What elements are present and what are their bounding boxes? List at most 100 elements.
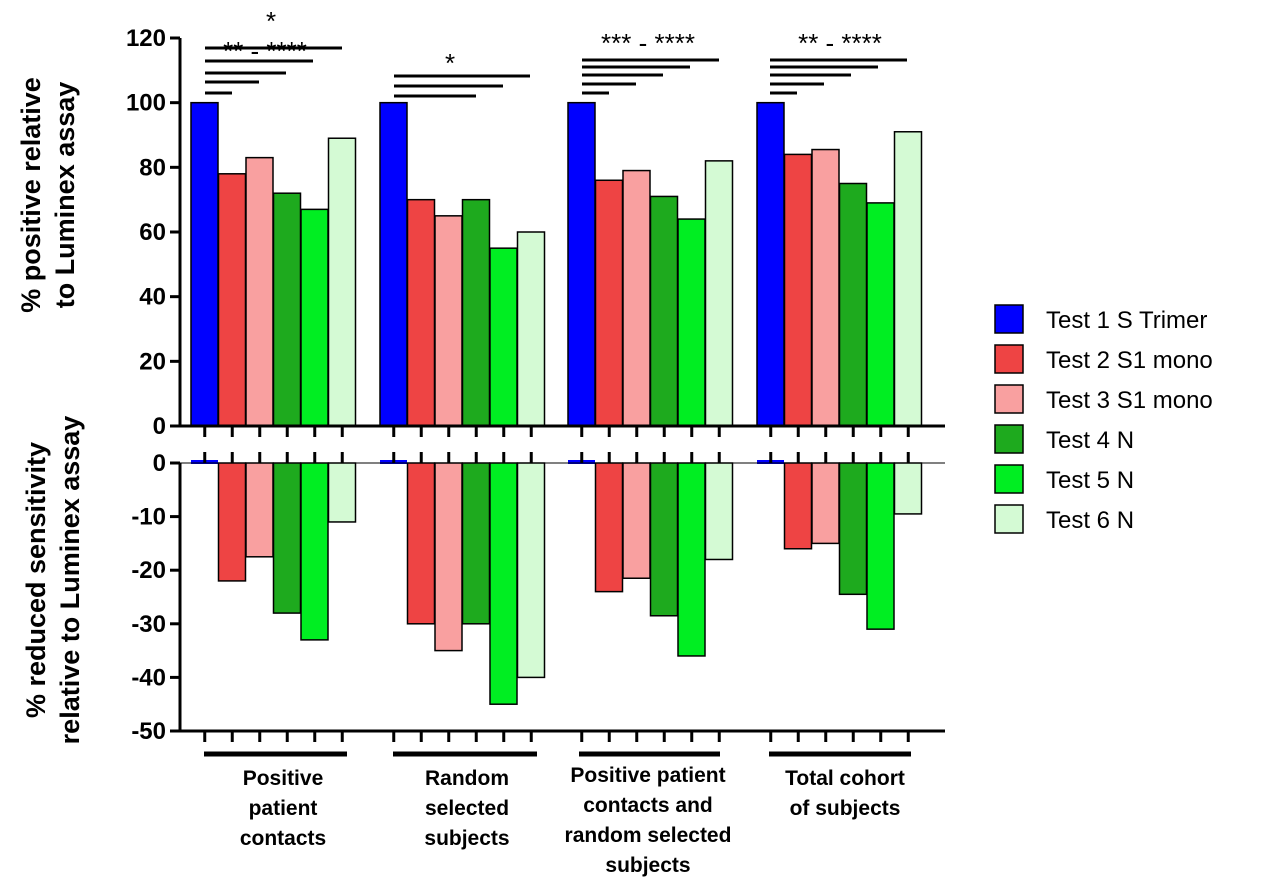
legend-label: Test 5 N: [1046, 467, 1134, 494]
legend-label: Test 4 N: [1046, 427, 1134, 454]
bar-bottom-s2-g4: [783, 462, 813, 550]
bar-top-s1-g2: [379, 101, 408, 427]
bar-top-s5-g4: [866, 202, 895, 427]
bar-bottom-s2-g3: [594, 462, 624, 593]
category-label-3: Positive patient contacts and random selec…: [565, 764, 732, 877]
bar-bottom-s5-g4: [866, 462, 895, 630]
category-label-1: Positive patient contacts: [240, 767, 326, 850]
bottom-panel: 0 -10 -20 -30 -40 -50 % reduced sensitivity rel…: [21, 416, 945, 877]
bar-top-s1-g3: [567, 101, 596, 427]
top-y-tick-label: 120: [126, 25, 166, 52]
bar-bottom-s6-g3: [704, 462, 734, 561]
bottom-y-tick-label: -30: [131, 611, 166, 638]
top-y-axis-label: % positive relative to Luminex assay: [16, 77, 80, 313]
category-label-line: random selected: [565, 824, 732, 847]
bottom-y-tick-label: 0: [153, 450, 166, 477]
bar-bottom-s5-g2: [489, 462, 518, 705]
bottom-y-tick-label: -50: [131, 718, 166, 745]
significance-label: ** - ****: [223, 36, 307, 66]
bar-bottom-s3-g3: [622, 462, 651, 579]
bar-bottom-s3-g4: [811, 462, 840, 545]
significance-label: *: [266, 6, 276, 36]
bottom-y-tick-label: -20: [131, 557, 166, 584]
bar-top-s2-g1: [217, 173, 247, 427]
bar-top-s5-g2: [489, 247, 518, 427]
top-y-axis-label-line: % positive relative: [16, 77, 46, 313]
bar-top-s6-g1: [327, 137, 357, 427]
bar-bottom-s2-g2: [406, 462, 436, 625]
top-y-tick-label: 40: [139, 284, 166, 311]
top-panel: 0 20 40 60 80 100 120 % positive relative to Lum…: [16, 6, 945, 440]
bar-bottom-s2-g1: [217, 462, 247, 582]
bar-top-s2-g2: [406, 198, 436, 427]
bar-top-s4-g4: [838, 182, 868, 427]
category-label-line: Positive: [243, 767, 324, 790]
bar-bottom-s4-g4: [838, 462, 868, 596]
bar-top-s6-g2: [516, 231, 546, 427]
category-label-line: subjects: [424, 827, 509, 850]
legend-label: Test 2 S1 mono: [1046, 347, 1213, 374]
significance-label: ** - ****: [798, 28, 882, 58]
bar-top-s4-g2: [461, 198, 491, 427]
category-label-line: selected: [425, 797, 509, 820]
category-label-line: contacts and: [583, 794, 713, 817]
category-label-line: contacts: [240, 827, 326, 850]
category-label-2: Random selected subjects: [424, 767, 509, 850]
bar-top-s1-g1: [190, 101, 219, 427]
bar-bottom-s4-g3: [649, 462, 679, 617]
bar-top-s4-g1: [272, 192, 302, 427]
legend-label: Test 6 N: [1046, 507, 1134, 534]
category-label-line: patient: [249, 797, 318, 820]
category-label-line: subjects: [605, 854, 690, 877]
significance-label: *** - ****: [601, 28, 695, 58]
bar-top-s5-g3: [677, 218, 706, 427]
bar-bottom-s4-g2: [461, 462, 491, 625]
legend-swatch: [994, 424, 1024, 454]
category-label-line: of subjects: [790, 797, 901, 820]
legend-swatch: [994, 464, 1024, 494]
bar-bottom-s5-g1: [300, 462, 329, 641]
significance-label: *: [445, 48, 455, 78]
bar-bottom-s5-g3: [677, 462, 706, 657]
top-y-tick-label: 0: [153, 413, 166, 440]
bar-top-s3-g1: [245, 156, 274, 427]
legend-swatch: [994, 384, 1024, 414]
bar-bottom-s4-g1: [272, 462, 302, 614]
bottom-y-axis-label-line: % reduced sensitivity: [21, 442, 51, 718]
category-label-line: Total cohort: [785, 767, 905, 790]
bar-top-s2-g3: [594, 179, 624, 427]
bottom-y-tick-label: -10: [131, 504, 166, 531]
bar-bottom-s6-g4: [893, 462, 923, 515]
top-y-tick-label: 60: [139, 219, 166, 246]
bar-top-s4-g3: [649, 195, 679, 427]
bar-top-s6-g4: [893, 131, 923, 427]
legend-label: Test 3 S1 mono: [1046, 387, 1213, 414]
bar-top-s2-g4: [783, 153, 813, 427]
bottom-y-axis-label: % reduced sensitivity relative to Luminex…: [21, 416, 85, 745]
bar-bottom-s6-g1: [327, 462, 357, 523]
legend-label: Test 1 S Trimer: [1046, 307, 1207, 334]
top-y-axis-label-line: to Luminex assay: [50, 82, 80, 309]
legend: Test 1 S Trimer Test 2 S1 mono Test 3 S1 m…: [994, 304, 1213, 534]
category-label-line: Positive patient: [570, 764, 725, 787]
bar-top-s1-g4: [756, 101, 785, 427]
top-y-tick-label: 20: [139, 348, 166, 375]
bottom-y-tick-label: -40: [131, 664, 166, 691]
legend-swatch: [994, 504, 1024, 534]
bottom-y-axis-label-line: relative to Luminex assay: [55, 416, 85, 745]
bar-top-s3-g4: [811, 148, 840, 427]
bar-bottom-s6-g2: [516, 462, 546, 679]
category-label-4: Total cohort of subjects: [785, 767, 905, 820]
bar-bottom-s3-g1: [245, 462, 274, 558]
top-y-tick-label: 80: [139, 154, 166, 181]
top-y-tick-label: 100: [126, 90, 166, 117]
bar-top-s5-g1: [300, 208, 329, 427]
bar-top-s3-g3: [622, 169, 651, 427]
legend-swatch: [994, 344, 1024, 374]
bar-top-s3-g2: [434, 215, 463, 427]
bar-bottom-s3-g2: [434, 462, 463, 652]
category-label-line: Random: [425, 767, 509, 790]
bar-top-s6-g3: [704, 160, 734, 427]
legend-swatch: [994, 304, 1024, 334]
